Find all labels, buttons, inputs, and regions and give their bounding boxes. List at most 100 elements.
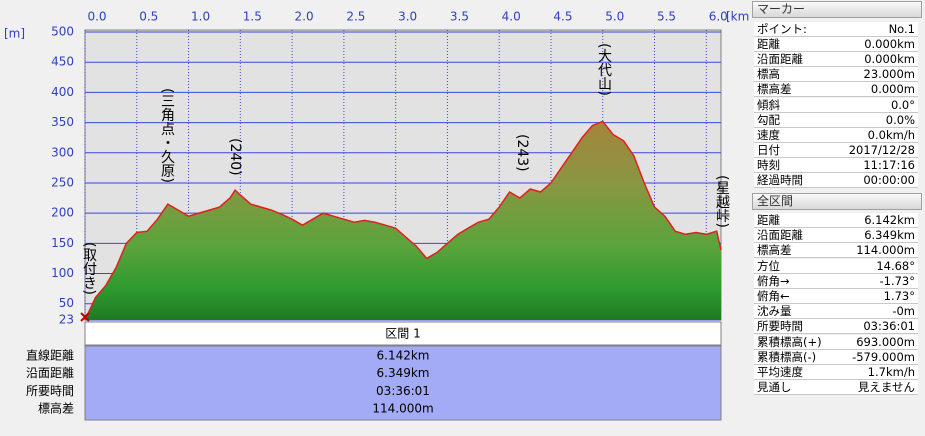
row-value: 03:36:01 [863, 319, 915, 334]
section-label: 直線距離 [26, 348, 74, 363]
row-label: 累積標高(-) [757, 349, 817, 364]
row-label: 沿面距離 [757, 228, 803, 243]
row-value: 0.000km [864, 52, 915, 67]
panel-row: 標高 23.000m [754, 67, 918, 83]
panel-row: ポイント: No.1 [754, 22, 918, 37]
row-value: 1.7km/h [867, 365, 915, 379]
annotation: (240) [227, 138, 243, 176]
row-label: 俯角← [757, 289, 790, 303]
section-title: 区間 1 [385, 327, 420, 341]
panel-row: 時刻 11:17:16 [754, 157, 918, 173]
row-value: 6.142km [864, 213, 915, 227]
panel-row: 俯角→ -1.73° [754, 273, 918, 289]
section-value: 6.142km [377, 349, 430, 363]
panel-title: 全区間 [752, 193, 922, 210]
row-value: 0.0% [885, 112, 915, 127]
x-tick-label: 5.5 [657, 10, 676, 24]
section-label: 標高差 [38, 401, 74, 416]
row-value: 6.349km [864, 228, 915, 243]
section-value: 03:36:01 [376, 384, 430, 398]
panel-row: 勾配 0.0% [754, 112, 918, 128]
row-label: 距離 [757, 213, 780, 227]
panel-row: 方位 14.68° [754, 258, 918, 274]
profile-chart: [m] [km] 区間 1 23 50 100 150 200 250 300 350 400 4… [4, 10, 750, 421]
section-label: 所要時間 [26, 384, 74, 398]
annotation: (取付き) [81, 242, 97, 295]
row-value: 見えません [857, 380, 915, 395]
row-label: 標高 [757, 67, 780, 82]
row-label: 方位 [757, 258, 780, 273]
row-value: 0.000km [864, 37, 915, 52]
panel-row: 沿面距離 6.349km [754, 228, 918, 244]
row-value: -1.73° [879, 273, 915, 288]
panel-row: 見通し 見えません [754, 380, 918, 396]
row-value: 00:00:00 [863, 173, 915, 187]
y-tick-label: 500 [51, 25, 74, 39]
row-value: No.1 [888, 22, 915, 36]
annotation: (大代山) [596, 43, 612, 96]
panel-row: 所要時間 03:36:01 [754, 319, 918, 335]
x-tick-label: 4.0 [502, 10, 521, 24]
panel-row: 標高差 114.000m [754, 243, 918, 259]
panel-row: 標高差 0.000m [754, 82, 918, 98]
row-label: 距離 [757, 37, 780, 52]
row-value: 0.0km/h [867, 127, 915, 142]
row-value: 114.000m [856, 243, 915, 258]
panel-row: 沈み量 -0m [754, 304, 918, 320]
row-value: 2017/12/28 [848, 142, 915, 157]
row-label: 所要時間 [757, 319, 803, 334]
row-label: 俯角→ [757, 273, 790, 288]
row-label: 勾配 [757, 112, 780, 127]
annotation: (三角点・久原) [159, 88, 175, 183]
row-label: 累積標高(+) [757, 334, 822, 349]
panel-row: 距離 6.142km [754, 213, 918, 228]
y-unit: [m] [4, 27, 25, 41]
row-label: 見通し [757, 380, 792, 395]
row-label: 時刻 [757, 157, 780, 172]
elevation-line [84, 120, 722, 321]
panel-row: 沿面距離 0.000km [754, 52, 918, 68]
section-value: 114.000m [372, 402, 433, 416]
panel-row: 速度 0.0km/h [754, 127, 918, 143]
y-tick-label: 350 [51, 115, 74, 129]
y-tick-label: 400 [51, 85, 74, 99]
section-header [84, 321, 722, 346]
elevation-area [85, 121, 721, 321]
y-tick-label: 200 [51, 206, 74, 220]
section-label: 沿面距離 [26, 366, 74, 380]
x-unit: [km] [726, 10, 750, 24]
annotation: (243) [514, 134, 530, 172]
row-label: 平均速度 [757, 365, 803, 379]
x-tick-label: 2.0 [295, 10, 314, 24]
x-tick-label: 4.5 [553, 10, 572, 24]
y-tick-label: 250 [51, 175, 74, 189]
row-value: -0m [892, 304, 915, 319]
x-tick-label: 1.5 [243, 10, 262, 24]
x-tick-label: 3.5 [450, 10, 469, 24]
y-tick-label: 100 [51, 266, 74, 280]
x-tick-label: 0.5 [139, 10, 158, 24]
panel-row: 距離 0.000km [754, 37, 918, 53]
panel-row: 累積標高(-) -579.000m [754, 349, 918, 365]
panel-row: 傾斜 0.0° [754, 97, 918, 113]
row-label: 日付 [757, 142, 780, 157]
row-value: 14.68° [876, 258, 915, 273]
panel-row: 俯角← 1.73° [754, 289, 918, 304]
row-value: 0.000m [870, 82, 915, 97]
annotation: (星越峠) [714, 175, 730, 228]
section-body [84, 345, 722, 421]
y-tick-label: 150 [51, 236, 74, 250]
row-label: 標高差 [757, 82, 792, 97]
y-tick-label: 300 [51, 145, 74, 159]
panel-row: 日付 2017/12/28 [754, 142, 918, 158]
panel-row: 平均速度 1.7km/h [754, 365, 918, 380]
x-tick-label: 1.0 [191, 10, 210, 24]
row-value: 0.0° [890, 97, 915, 112]
row-value: 11:17:16 [863, 157, 915, 172]
section-value: 6.349km [377, 366, 430, 380]
x-tick-label: 6.0 [709, 10, 728, 24]
row-label: ポイント: [757, 22, 807, 36]
row-value: 1.73° [883, 289, 915, 303]
y-tick-label: 450 [51, 55, 74, 69]
